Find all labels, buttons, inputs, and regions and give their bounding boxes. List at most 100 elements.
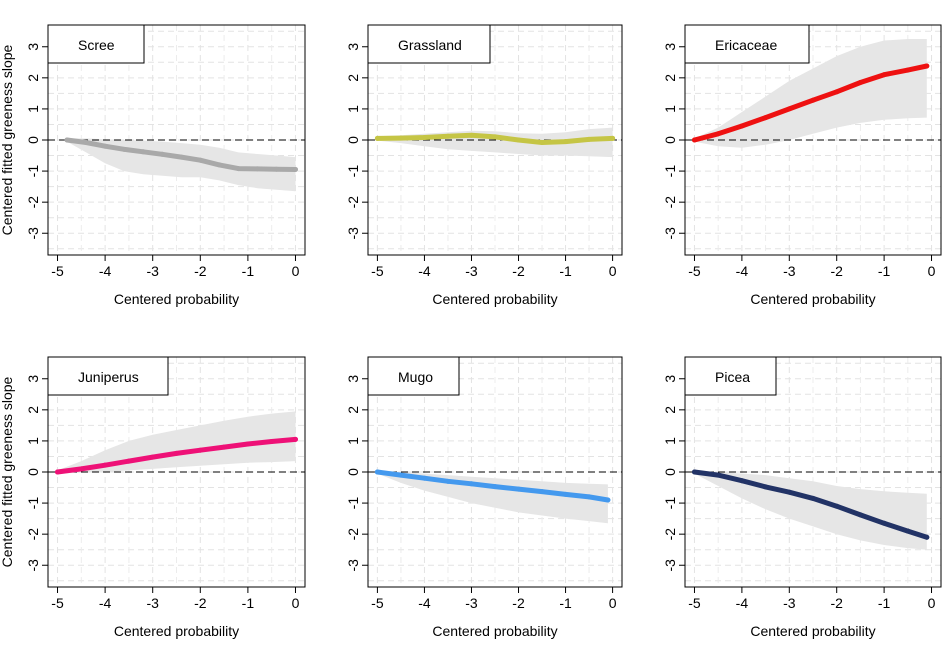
y-tick-label: 3 [662, 375, 678, 383]
data-point [691, 469, 697, 475]
panel-mugo: Mugo -5 -4 -3 -2 -1 0 -3 -2 -1 0 1 2 3 Centered probab… [345, 356, 623, 639]
data-point [905, 528, 911, 534]
panel-title: Juniperus [78, 369, 139, 385]
x-tick-label: -2 [512, 595, 525, 611]
panel-ericaceae: Ericaceae -5 -4 -3 -2 -1 0 -3 -2 -1 0 1 2 3 Centered p… [662, 24, 942, 307]
data-point [121, 146, 127, 152]
panel-title-box [367, 24, 491, 64]
data-point [715, 131, 721, 137]
x-tick-label: -2 [512, 263, 525, 279]
data-point [715, 472, 721, 478]
x-axis-label: Centered probability [432, 623, 557, 639]
data-point [216, 162, 222, 168]
y-tick-label: -2 [662, 196, 678, 209]
confidence-band [377, 470, 608, 524]
y-tick-label: -3 [662, 559, 678, 572]
y-tick-label: -3 [345, 559, 361, 572]
data-point [691, 137, 697, 143]
y-axis-label: Centered fitted greeness slope [0, 44, 15, 235]
y-tick-label: 3 [345, 43, 361, 51]
x-tick-label: 0 [928, 595, 936, 611]
data-point [605, 497, 611, 503]
y-tick-label: 2 [345, 74, 361, 82]
y-tick-label: 3 [662, 43, 678, 51]
data-point [905, 67, 911, 73]
y-tick-label: -2 [345, 528, 361, 541]
x-tick-label: -4 [736, 595, 749, 611]
data-point [445, 478, 451, 484]
data-point [739, 478, 745, 484]
data-point [55, 469, 61, 475]
y-tick-label: 1 [662, 437, 678, 445]
data-point [492, 134, 498, 140]
x-tick-label: -2 [830, 595, 843, 611]
data-point [468, 132, 474, 138]
data-point [516, 137, 522, 143]
y-tick-label: 0 [345, 136, 361, 144]
y-tick-label: -2 [25, 196, 41, 209]
data-point [563, 139, 569, 145]
data-point [786, 489, 792, 495]
x-tick-label: 0 [928, 263, 936, 279]
y-tick-label: -3 [662, 227, 678, 240]
data-point [421, 135, 427, 141]
y-tick-label: -2 [662, 528, 678, 541]
x-tick-label: -3 [146, 595, 159, 611]
y-tick-label: 1 [25, 437, 41, 445]
y-tick-label: -1 [662, 497, 678, 510]
panel-title: Picea [715, 369, 750, 385]
x-axis-label: Centered probability [750, 291, 875, 307]
data-point [786, 106, 792, 112]
x-tick-label: -1 [242, 595, 255, 611]
x-tick-label: -5 [51, 595, 64, 611]
data-point [924, 534, 930, 540]
x-tick-label: 0 [292, 263, 300, 279]
y-tick-label: 1 [345, 105, 361, 113]
y-tick-label: 2 [345, 406, 361, 414]
data-point [881, 72, 887, 78]
y-tick-label: -3 [25, 227, 41, 240]
panel-grassland: Grassland -5 -4 -3 -2 -1 0 -3 -2 -1 0 1 2 3 Centered p… [345, 24, 623, 307]
data-point [763, 484, 769, 490]
panel-title: Ericaceae [715, 37, 777, 53]
data-point [857, 80, 863, 85]
data-point [924, 63, 930, 69]
panel-title-box [47, 24, 145, 64]
x-axis-label: Centered probability [114, 623, 239, 639]
data-point [140, 149, 146, 155]
y-axis-label: Centered fitted greeness slope [0, 376, 15, 567]
x-tick-label: -3 [783, 263, 796, 279]
data-point [150, 454, 156, 460]
x-tick-label: -4 [418, 595, 431, 611]
panel-title-box [684, 24, 810, 64]
x-tick-label: -2 [830, 263, 843, 279]
data-point [64, 137, 70, 143]
y-tick-label: -1 [345, 497, 361, 510]
data-point [586, 136, 592, 142]
y-tick-label: -1 [345, 165, 361, 178]
data-point [197, 157, 203, 163]
y-tick-label: 0 [345, 468, 361, 476]
data-point [159, 151, 165, 157]
data-point [563, 491, 569, 497]
panel-juniperus: Juniperus -5 -4 -3 -2 -1 0 -3 -2 -1 0 1 2 3 Centered p… [0, 356, 306, 639]
panel-title-box [684, 356, 777, 396]
data-point [516, 486, 522, 492]
data-point [492, 484, 498, 490]
data-point [881, 520, 887, 526]
data-point [292, 167, 298, 173]
y-tick-label: 2 [662, 74, 678, 82]
data-point [810, 97, 816, 103]
x-axis-label: Centered probability [750, 623, 875, 639]
y-tick-label: -3 [345, 227, 361, 240]
x-tick-label: -1 [878, 263, 891, 279]
data-point [834, 503, 840, 509]
y-tick-label: 0 [25, 468, 41, 476]
data-point [468, 481, 474, 487]
data-point [292, 436, 298, 442]
data-point [174, 450, 179, 456]
data-point [398, 472, 404, 478]
data-point [126, 458, 132, 464]
data-point [374, 469, 380, 475]
